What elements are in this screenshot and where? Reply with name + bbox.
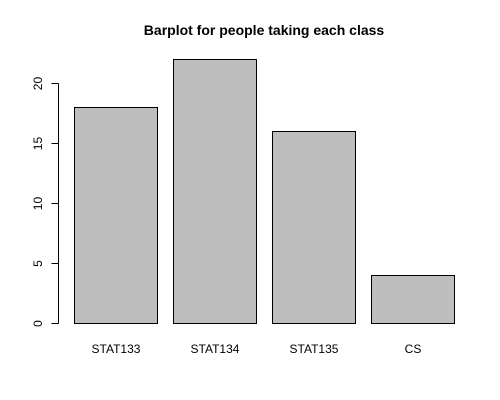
category-label-cs: CS — [405, 342, 422, 356]
category-labels-group: STAT133 STAT134 STAT135 CS — [92, 342, 422, 356]
category-label-stat133: STAT133 — [92, 342, 141, 356]
y-tick-label-0: 0 — [31, 320, 45, 327]
y-tick-label-10: 10 — [31, 197, 45, 211]
bars-group — [74, 59, 455, 324]
y-axis: 0 5 10 15 20 — [31, 77, 59, 327]
y-tick-label-5: 5 — [31, 260, 45, 267]
y-tick-label-15: 15 — [31, 137, 45, 151]
chart-title: Barplot for people taking each class — [144, 22, 385, 38]
bar-stat135 — [272, 131, 356, 324]
bar-stat134 — [173, 59, 257, 324]
bar-cs — [371, 275, 455, 324]
category-label-stat134: STAT134 — [191, 342, 240, 356]
y-tick-label-20: 20 — [31, 77, 45, 91]
category-label-stat135: STAT135 — [290, 342, 339, 356]
bar-stat133 — [74, 107, 158, 324]
